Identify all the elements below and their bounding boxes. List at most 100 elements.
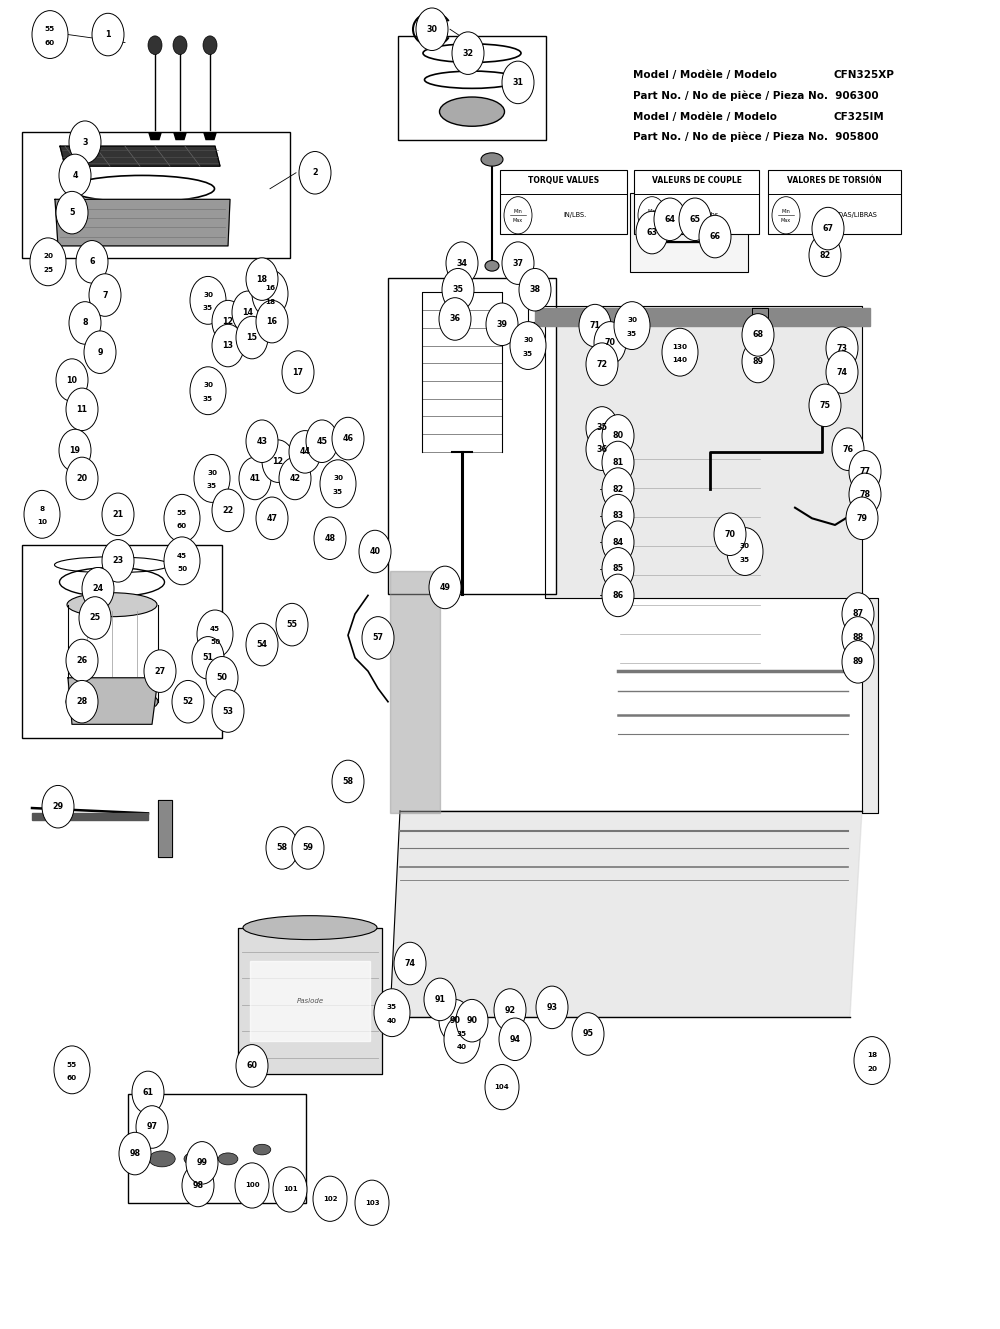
FancyBboxPatch shape	[22, 132, 290, 258]
Circle shape	[313, 1176, 347, 1221]
Circle shape	[132, 1071, 164, 1114]
FancyBboxPatch shape	[388, 278, 556, 594]
Ellipse shape	[485, 260, 499, 271]
Text: 92: 92	[504, 1006, 516, 1014]
Text: Part No. / No de pièce / Pieza No.  906300: Part No. / No de pièce / Pieza No. 90630…	[633, 90, 879, 101]
Circle shape	[69, 302, 101, 344]
Circle shape	[279, 457, 311, 500]
Text: 60: 60	[45, 40, 55, 45]
Text: 21: 21	[112, 510, 124, 518]
Polygon shape	[752, 308, 768, 361]
Circle shape	[502, 242, 534, 284]
Text: 30: 30	[333, 476, 343, 481]
Text: 22: 22	[222, 506, 234, 514]
Text: 8: 8	[82, 319, 88, 327]
Polygon shape	[158, 800, 172, 857]
Circle shape	[842, 641, 874, 683]
Circle shape	[699, 215, 731, 258]
Circle shape	[262, 440, 294, 482]
Text: 11: 11	[76, 405, 88, 413]
Text: 90: 90	[450, 1017, 460, 1025]
Circle shape	[494, 989, 526, 1031]
Circle shape	[273, 1167, 307, 1212]
Text: 78: 78	[859, 490, 871, 498]
Ellipse shape	[218, 1152, 238, 1164]
Circle shape	[502, 61, 534, 104]
Ellipse shape	[66, 688, 158, 715]
Text: 47: 47	[266, 514, 278, 522]
Circle shape	[854, 1037, 890, 1084]
Text: 98: 98	[129, 1150, 141, 1158]
Circle shape	[332, 760, 364, 803]
Text: 82: 82	[819, 251, 831, 259]
Text: 88: 88	[852, 634, 864, 642]
Text: 99: 99	[196, 1159, 208, 1167]
Ellipse shape	[481, 153, 503, 166]
Circle shape	[355, 1180, 389, 1225]
Text: 71: 71	[590, 322, 600, 330]
Circle shape	[394, 942, 426, 985]
Circle shape	[82, 567, 114, 610]
Ellipse shape	[253, 1144, 271, 1155]
Circle shape	[256, 497, 288, 540]
Circle shape	[236, 1045, 268, 1087]
Text: Max: Max	[781, 218, 791, 223]
Text: 34: 34	[456, 259, 468, 267]
Text: CF325IM: CF325IM	[833, 112, 884, 122]
Circle shape	[846, 497, 878, 540]
Text: 140: 140	[672, 358, 688, 363]
Text: 35: 35	[596, 424, 608, 432]
Text: 60: 60	[67, 1075, 77, 1080]
Text: 45: 45	[210, 626, 220, 631]
FancyBboxPatch shape	[500, 170, 627, 234]
Circle shape	[439, 298, 471, 340]
Text: 70: 70	[724, 530, 736, 538]
Text: 80: 80	[612, 432, 624, 440]
Circle shape	[832, 428, 864, 470]
Text: 89: 89	[852, 658, 864, 666]
Text: 75: 75	[820, 401, 830, 409]
Circle shape	[579, 304, 611, 347]
Text: 93: 93	[546, 1003, 558, 1011]
Polygon shape	[55, 199, 230, 246]
Circle shape	[32, 11, 68, 58]
Text: 35: 35	[627, 331, 637, 336]
Circle shape	[362, 617, 394, 659]
Text: 64: 64	[664, 215, 676, 223]
Circle shape	[212, 690, 244, 732]
Text: TORQUE VALUES: TORQUE VALUES	[528, 177, 599, 185]
Circle shape	[66, 680, 98, 723]
Text: 91: 91	[434, 995, 446, 1003]
Text: 1: 1	[105, 31, 111, 39]
Text: 101: 101	[283, 1187, 297, 1192]
Text: Min: Min	[514, 209, 522, 214]
Text: 10: 10	[37, 520, 47, 525]
Circle shape	[614, 302, 650, 350]
Circle shape	[486, 303, 518, 346]
Text: 35: 35	[387, 1005, 397, 1010]
Circle shape	[56, 359, 88, 401]
Text: 86: 86	[612, 591, 624, 599]
Circle shape	[416, 8, 448, 51]
Text: 10: 10	[66, 376, 78, 384]
Text: 6: 6	[89, 258, 95, 266]
Circle shape	[212, 489, 244, 532]
Circle shape	[594, 322, 626, 364]
Circle shape	[849, 451, 881, 493]
Text: 5: 5	[69, 209, 75, 217]
Text: 89: 89	[752, 358, 764, 365]
Polygon shape	[68, 678, 158, 724]
Polygon shape	[390, 811, 862, 1017]
Circle shape	[119, 1132, 151, 1175]
Text: 35: 35	[203, 396, 213, 401]
Text: 30: 30	[740, 544, 750, 549]
Circle shape	[826, 351, 858, 393]
Text: 30: 30	[627, 318, 637, 323]
Circle shape	[148, 36, 162, 54]
Circle shape	[102, 540, 134, 582]
Text: 12: 12	[272, 457, 284, 465]
Circle shape	[320, 460, 356, 508]
Text: 48: 48	[324, 534, 336, 542]
Text: 60: 60	[177, 524, 187, 529]
Text: 46: 46	[342, 435, 354, 443]
